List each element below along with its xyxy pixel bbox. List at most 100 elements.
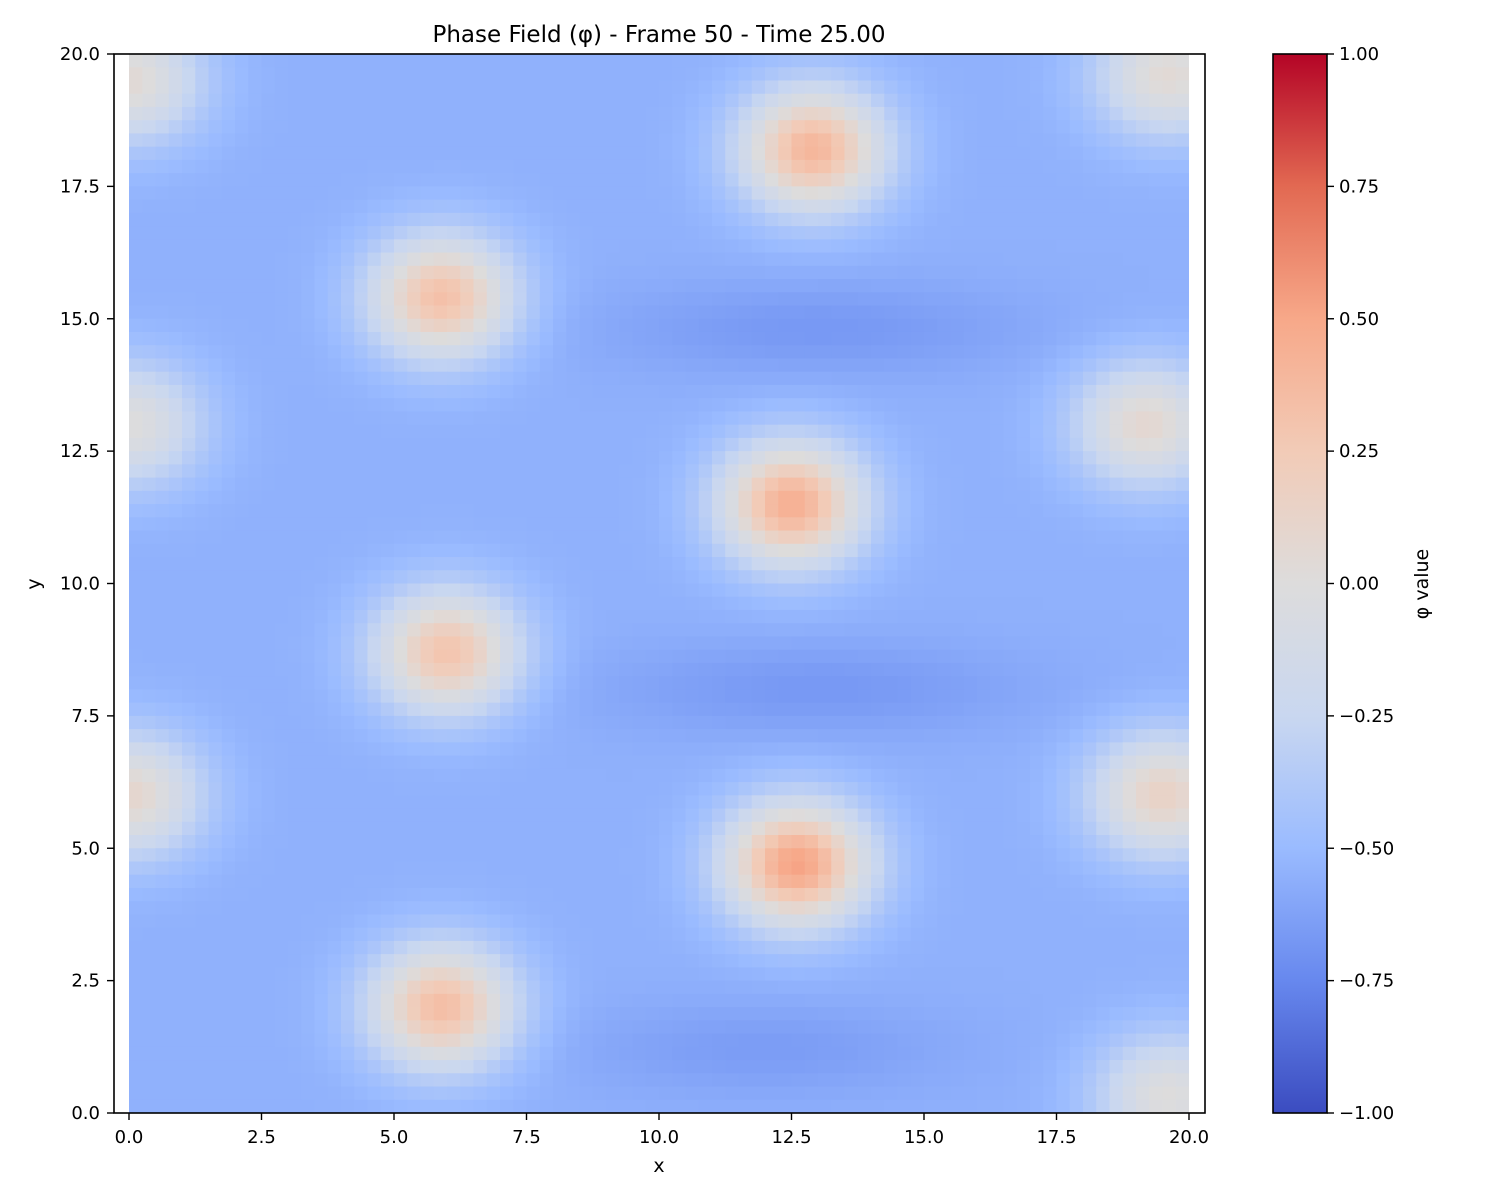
heatmap-cell bbox=[341, 437, 355, 452]
heatmap-cell bbox=[168, 649, 183, 664]
heatmap-cell bbox=[407, 80, 422, 95]
heatmap-cell bbox=[182, 292, 196, 307]
heatmap-cell bbox=[897, 54, 912, 68]
heatmap-cell bbox=[553, 173, 567, 187]
heatmap-cell bbox=[553, 795, 567, 810]
heatmap-cell bbox=[155, 305, 170, 320]
heatmap-cell bbox=[407, 67, 422, 82]
heatmap-cell bbox=[367, 861, 382, 876]
heatmap-cell bbox=[367, 583, 382, 598]
heatmap-cell bbox=[486, 451, 501, 465]
heatmap-cell bbox=[407, 106, 422, 121]
heatmap-cell bbox=[831, 768, 846, 783]
heatmap-cell bbox=[433, 874, 448, 889]
heatmap-cell bbox=[182, 80, 196, 95]
heatmap-cell bbox=[274, 636, 289, 651]
heatmap-cell bbox=[977, 729, 991, 743]
heatmap-cell bbox=[526, 755, 541, 770]
heatmap-cell bbox=[963, 451, 978, 465]
heatmap-cell bbox=[420, 755, 435, 770]
heatmap-cell bbox=[977, 146, 991, 161]
heatmap-cell bbox=[897, 517, 912, 532]
heatmap-cell bbox=[420, 265, 435, 280]
heatmap-cell bbox=[301, 636, 316, 651]
heatmap-cell bbox=[1149, 570, 1164, 585]
heatmap-cell bbox=[1136, 517, 1150, 532]
heatmap-cell bbox=[712, 120, 726, 135]
heatmap-cell bbox=[950, 835, 965, 849]
heatmap-cell bbox=[221, 186, 236, 201]
heatmap-cell bbox=[804, 318, 819, 333]
heatmap-cell bbox=[579, 54, 594, 68]
heatmap-cell bbox=[129, 199, 143, 214]
heatmap-cell bbox=[500, 67, 514, 82]
heatmap-cell bbox=[632, 159, 647, 174]
heatmap-cell bbox=[698, 795, 713, 810]
heatmap-cell bbox=[341, 80, 355, 95]
heatmap-cell bbox=[897, 623, 912, 638]
heatmap-cell bbox=[500, 596, 514, 611]
heatmap-cell bbox=[1016, 173, 1031, 187]
heatmap-cell bbox=[1030, 199, 1044, 214]
heatmap-cell bbox=[698, 186, 713, 201]
heatmap-cell bbox=[579, 676, 594, 690]
heatmap-cell bbox=[1175, 318, 1189, 333]
heatmap-cell bbox=[526, 715, 541, 730]
heatmap-cell bbox=[725, 557, 740, 571]
heatmap-cell bbox=[632, 331, 647, 346]
heatmap-cell bbox=[1175, 477, 1189, 492]
heatmap-cell bbox=[884, 398, 899, 413]
heatmap-cell bbox=[394, 782, 408, 796]
heatmap-cell bbox=[394, 199, 408, 214]
heatmap-cell bbox=[950, 398, 965, 413]
heatmap-cell bbox=[1069, 490, 1084, 505]
heatmap-cell bbox=[1175, 331, 1189, 346]
heatmap-cell bbox=[685, 331, 700, 346]
heatmap-cell bbox=[712, 768, 726, 783]
heatmap-cell bbox=[791, 583, 806, 598]
heatmap-cell bbox=[486, 173, 501, 187]
heatmap-cell bbox=[301, 292, 316, 307]
heatmap-cell bbox=[1069, 795, 1084, 810]
heatmap-cell bbox=[897, 464, 912, 479]
heatmap-cell bbox=[579, 464, 594, 479]
heatmap-cell bbox=[407, 411, 422, 426]
heatmap-cell bbox=[354, 186, 369, 201]
heatmap-cell bbox=[1122, 345, 1137, 360]
heatmap-cell bbox=[592, 358, 607, 373]
heatmap-cell bbox=[804, 517, 819, 532]
heatmap-cell bbox=[990, 795, 1005, 810]
heatmap-cell bbox=[924, 848, 938, 863]
heatmap-cell bbox=[924, 596, 938, 611]
heatmap-cell bbox=[1149, 477, 1164, 492]
heatmap-cell bbox=[857, 649, 872, 664]
heatmap-cell bbox=[990, 530, 1005, 545]
heatmap-cell bbox=[142, 54, 157, 68]
heatmap-cell bbox=[195, 715, 210, 730]
heatmap-cell bbox=[513, 384, 528, 399]
heatmap-cell bbox=[791, 437, 806, 452]
heatmap-cell bbox=[778, 649, 793, 664]
heatmap-cell bbox=[791, 424, 806, 439]
heatmap-cell bbox=[725, 358, 740, 373]
heatmap-cell bbox=[155, 265, 170, 280]
heatmap-cell bbox=[235, 490, 249, 505]
heatmap-cell bbox=[606, 649, 620, 664]
heatmap-cell bbox=[526, 662, 541, 677]
heatmap-cell bbox=[553, 159, 567, 174]
heatmap-cell bbox=[129, 318, 143, 333]
heatmap-cell bbox=[235, 477, 249, 492]
heatmap-cell bbox=[606, 543, 620, 558]
heatmap-cell bbox=[1016, 848, 1031, 863]
heatmap-cell bbox=[831, 557, 846, 571]
heatmap-cell bbox=[937, 662, 952, 677]
heatmap-cell bbox=[990, 755, 1005, 770]
heatmap-cell bbox=[221, 583, 236, 598]
heatmap-cell bbox=[1096, 596, 1111, 611]
heatmap-cell bbox=[844, 755, 859, 770]
heatmap-cell bbox=[168, 292, 183, 307]
heatmap-cell bbox=[791, 226, 806, 240]
heatmap-cell bbox=[221, 133, 236, 148]
heatmap-cell bbox=[937, 451, 952, 465]
heatmap-cell bbox=[1083, 93, 1097, 108]
